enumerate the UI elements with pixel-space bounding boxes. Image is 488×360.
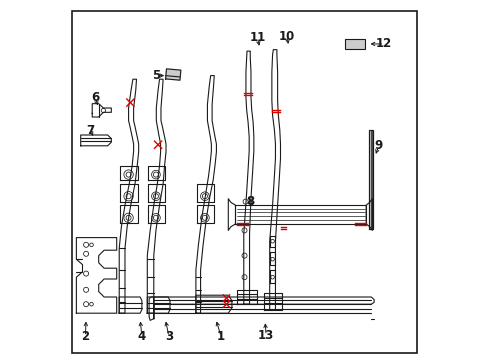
Text: 11: 11 [249, 31, 265, 44]
Polygon shape [165, 69, 181, 80]
Text: 10: 10 [278, 30, 294, 42]
Text: 1: 1 [217, 330, 224, 343]
Text: 4: 4 [138, 330, 146, 343]
Text: 6: 6 [91, 91, 99, 104]
Text: 8: 8 [245, 195, 253, 208]
Polygon shape [368, 130, 373, 229]
Text: 2: 2 [81, 330, 89, 343]
Text: 7: 7 [86, 124, 94, 137]
Bar [345, 39, 365, 49]
Text: 3: 3 [164, 330, 173, 343]
Text: 5: 5 [152, 69, 160, 82]
Text: 9: 9 [374, 139, 382, 152]
Text: 13: 13 [258, 329, 274, 342]
Text: 12: 12 [375, 37, 391, 50]
